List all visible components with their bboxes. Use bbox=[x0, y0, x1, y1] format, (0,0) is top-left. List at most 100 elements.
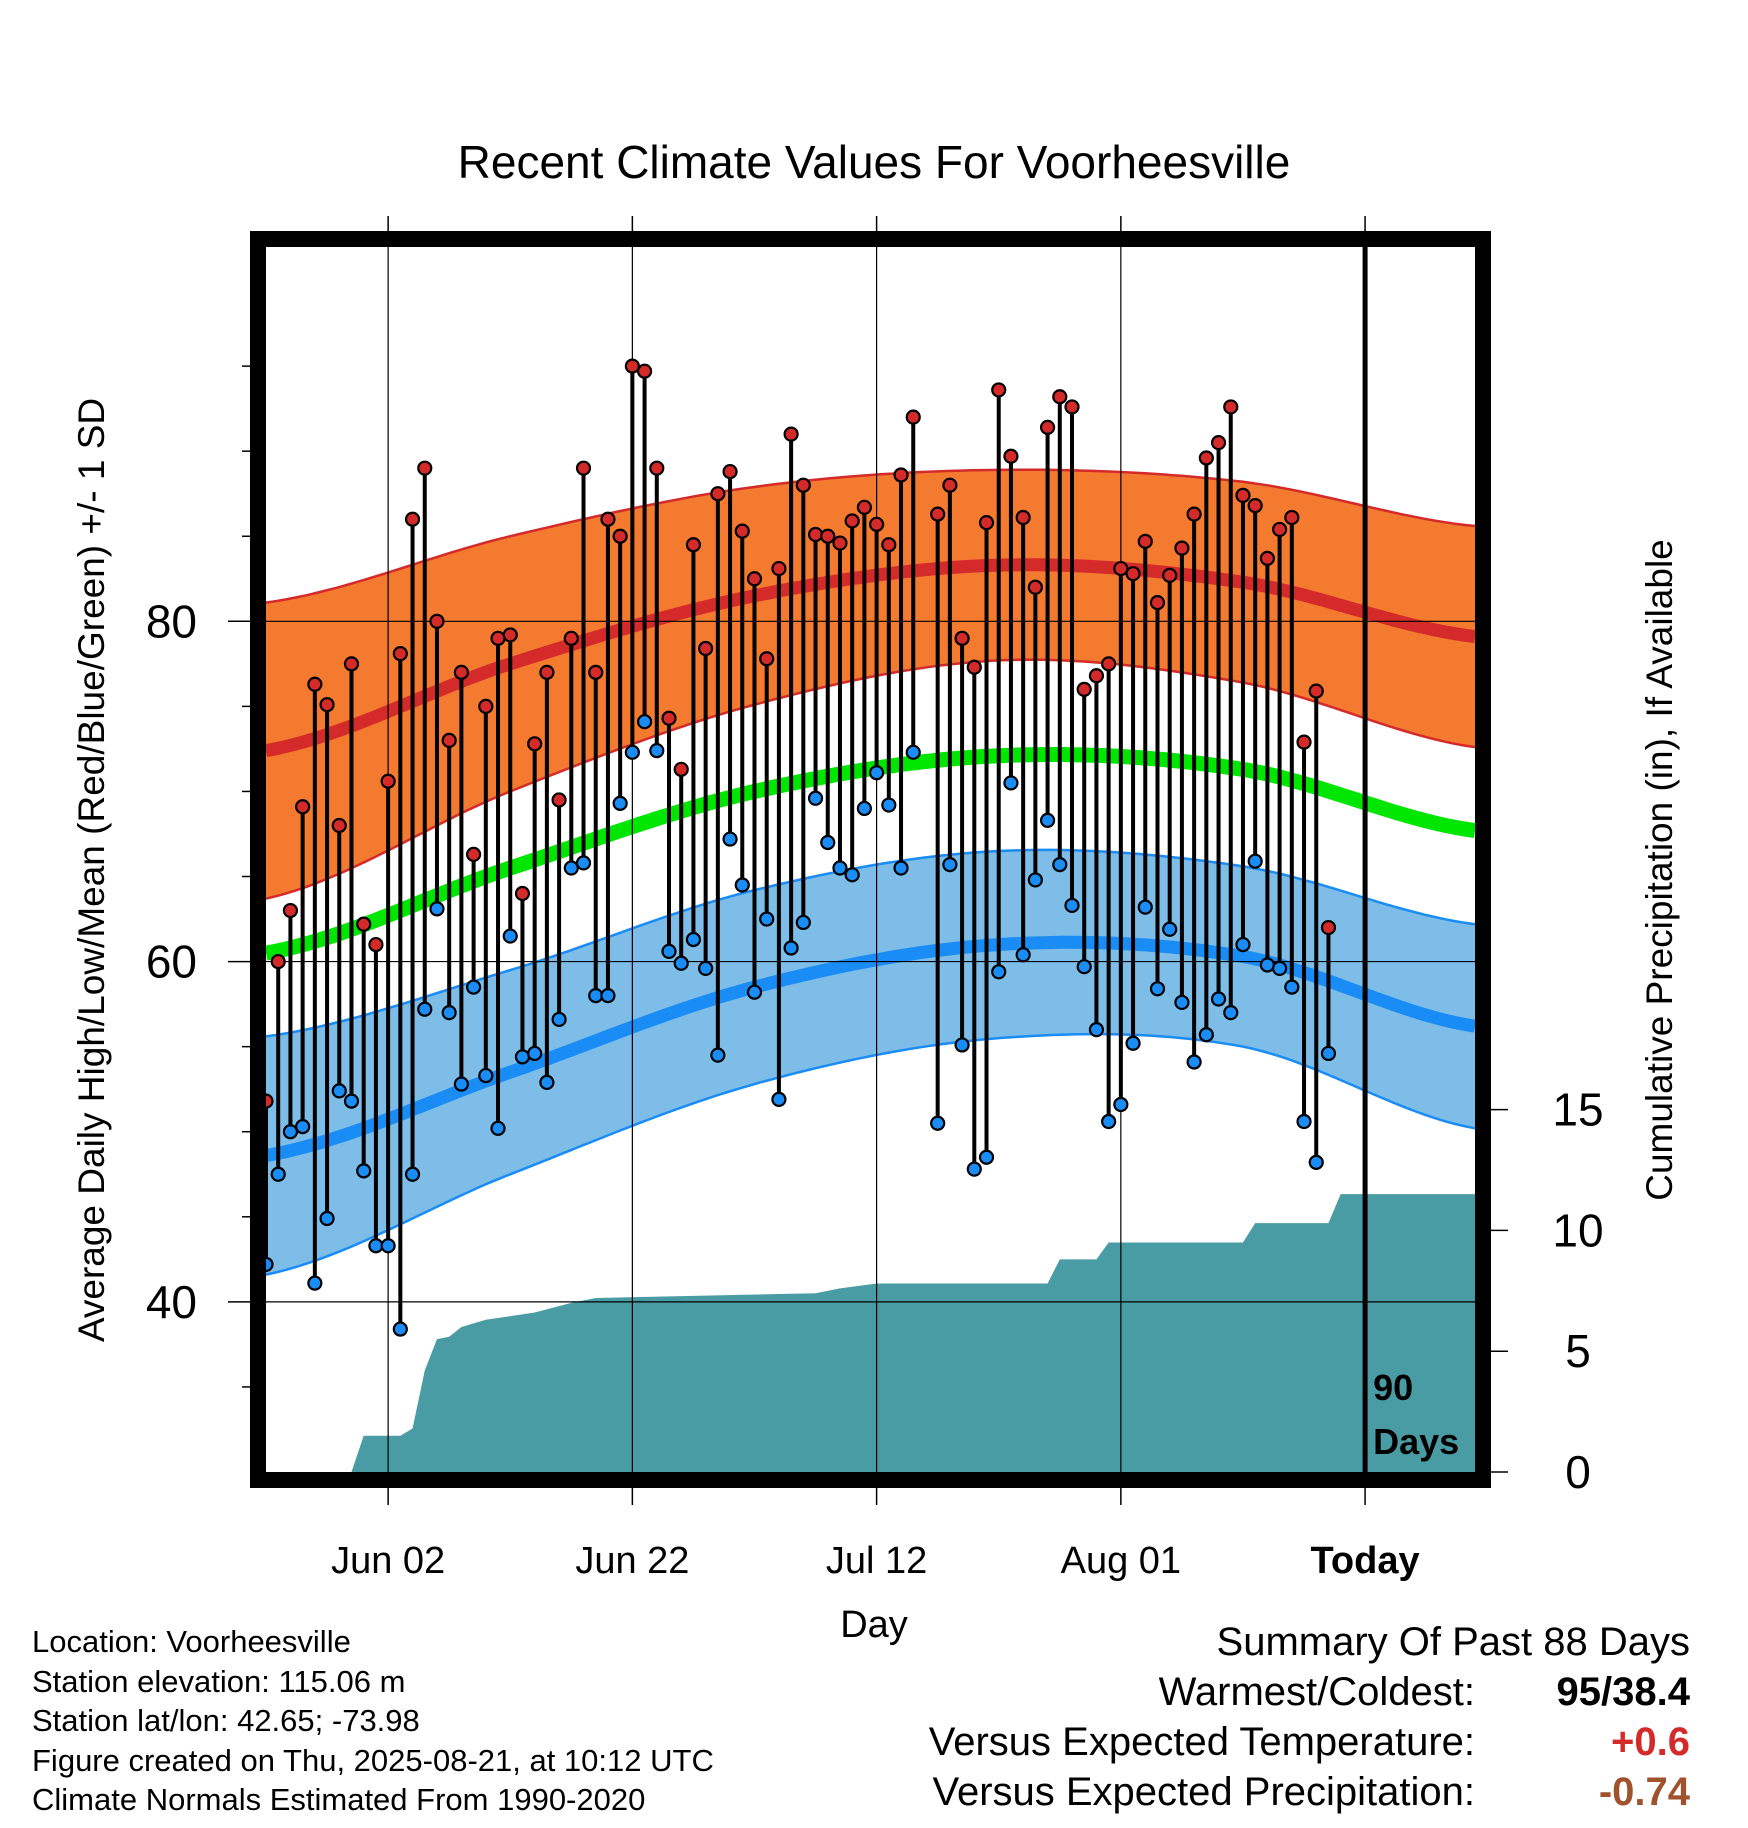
latlon-text: Station lat/lon: 42.65; -73.98 bbox=[32, 1703, 420, 1738]
daily-low-point bbox=[978, 1149, 995, 1165]
daily-high-point bbox=[1320, 919, 1337, 936]
daily-low-point bbox=[930, 1115, 946, 1131]
daily-low-point bbox=[673, 955, 689, 971]
daily-low-point bbox=[514, 1049, 531, 1065]
daily-low-point bbox=[1210, 991, 1227, 1007]
daily-low-point bbox=[331, 1083, 347, 1099]
daily-high-point bbox=[575, 460, 592, 476]
daily-low-point bbox=[649, 743, 665, 759]
daily-low-point bbox=[319, 1210, 335, 1227]
daily-low-point bbox=[368, 1238, 384, 1254]
high-sd-upper-edge bbox=[265, 468, 1476, 604]
daily-high-point bbox=[1149, 594, 1166, 611]
daily-low-point bbox=[1052, 857, 1068, 873]
precip-fill bbox=[266, 1194, 1475, 1472]
daily-low-point bbox=[661, 943, 677, 959]
daily-high-point bbox=[490, 630, 506, 646]
daily-high-point bbox=[624, 358, 640, 374]
daily-high-point bbox=[466, 846, 482, 862]
x-tick-label: Jul 12 bbox=[826, 1540, 927, 1582]
daily-high-point bbox=[807, 526, 824, 543]
grid-lines bbox=[266, 247, 1475, 1472]
daily-low-point bbox=[698, 960, 714, 976]
daily-high-point bbox=[1064, 399, 1080, 415]
temp-anomaly-value: +0.6 bbox=[1611, 1720, 1690, 1764]
y2-tick-label: 5 bbox=[1565, 1325, 1591, 1377]
daily-low-point bbox=[1101, 1113, 1117, 1130]
daily-high-point bbox=[392, 646, 408, 662]
daily-marks: 90 Days bbox=[258, 358, 1459, 1462]
low-sd-band bbox=[266, 849, 1475, 1275]
frame-border bbox=[250, 231, 1491, 1488]
daily-high-point bbox=[661, 710, 677, 726]
warmest-coldest-value: 95/38.4 bbox=[1556, 1670, 1690, 1714]
precip-anomaly-label: Versus Expected Precipitation: bbox=[932, 1770, 1475, 1814]
daily-high-point bbox=[527, 736, 543, 752]
location-text: Location: Voorheesville bbox=[32, 1624, 351, 1659]
daily-high-point bbox=[307, 676, 323, 692]
daily-high-point bbox=[1125, 566, 1141, 582]
daily-low-point bbox=[282, 1124, 299, 1140]
daily-high-point bbox=[991, 382, 1007, 398]
daily-high-point bbox=[1210, 435, 1227, 451]
daily-low-point bbox=[1272, 960, 1288, 976]
daily-low-point bbox=[563, 860, 579, 876]
daily-high-point bbox=[1223, 399, 1239, 415]
daily-high-point bbox=[1247, 498, 1263, 514]
daily-high-point bbox=[514, 885, 531, 902]
daily-high-point bbox=[1027, 579, 1043, 595]
daily-low-point bbox=[453, 1076, 469, 1092]
daily-low-point bbox=[551, 1011, 567, 1028]
daily-low-point bbox=[954, 1037, 970, 1053]
daily-high-point bbox=[453, 664, 469, 680]
daily-low-point bbox=[1003, 775, 1019, 791]
daily-low-point bbox=[685, 931, 702, 948]
normals-text: Climate Normals Estimated From 1990-2020 bbox=[32, 1782, 646, 1817]
daily-low-point bbox=[380, 1238, 396, 1254]
daily-low-point bbox=[502, 928, 518, 944]
daily-low-point bbox=[356, 1163, 372, 1179]
daily-low-point bbox=[1149, 981, 1166, 997]
daily-low-point bbox=[1137, 899, 1153, 915]
daily-high-point bbox=[429, 613, 445, 629]
daily-high-point bbox=[539, 664, 555, 680]
daily-low-point bbox=[1247, 853, 1263, 869]
daily-high-point bbox=[1039, 419, 1056, 435]
daily-low-point bbox=[1088, 1022, 1105, 1038]
daily-high-point bbox=[1174, 540, 1190, 556]
daily-low-point bbox=[1284, 979, 1300, 995]
daily-high-point bbox=[869, 516, 885, 532]
daily-high-point bbox=[612, 528, 628, 544]
daily-high-point bbox=[905, 409, 921, 425]
daily-low-point bbox=[441, 1005, 457, 1021]
x-tick-label: Aug 01 bbox=[1061, 1540, 1181, 1582]
daily-low-point bbox=[307, 1275, 323, 1291]
daily-high-point bbox=[441, 732, 457, 749]
daily-low-point bbox=[588, 988, 604, 1004]
daily-low-point bbox=[1320, 1045, 1337, 1062]
daily-low-point bbox=[1113, 1096, 1129, 1113]
daily-low-point bbox=[722, 831, 738, 847]
daily-high-point bbox=[1015, 509, 1031, 526]
daily-low-point bbox=[746, 984, 763, 1000]
daily-low-point bbox=[575, 855, 592, 871]
daily-high-point bbox=[832, 535, 848, 551]
daily-high-point bbox=[783, 426, 799, 442]
daily-low-point bbox=[466, 979, 482, 995]
daily-low-point bbox=[856, 800, 872, 817]
low-sd-lower-edge bbox=[265, 1032, 1476, 1276]
daily-high-point bbox=[966, 659, 982, 675]
daily-low-point bbox=[1223, 1005, 1239, 1021]
daily-low-point bbox=[1296, 1113, 1312, 1130]
daily-low-point bbox=[600, 988, 616, 1004]
daily-low-point bbox=[832, 860, 848, 876]
daily-low-point bbox=[881, 797, 897, 813]
daily-high-point bbox=[502, 627, 518, 643]
daily-low-point bbox=[710, 1047, 726, 1063]
daily-high-point bbox=[1308, 683, 1324, 699]
daily-low-point bbox=[612, 795, 628, 811]
daily-low-point bbox=[1162, 921, 1178, 937]
daily-high-point bbox=[746, 571, 763, 587]
daily-high-point bbox=[759, 651, 775, 667]
daily-high-point bbox=[1076, 681, 1092, 697]
